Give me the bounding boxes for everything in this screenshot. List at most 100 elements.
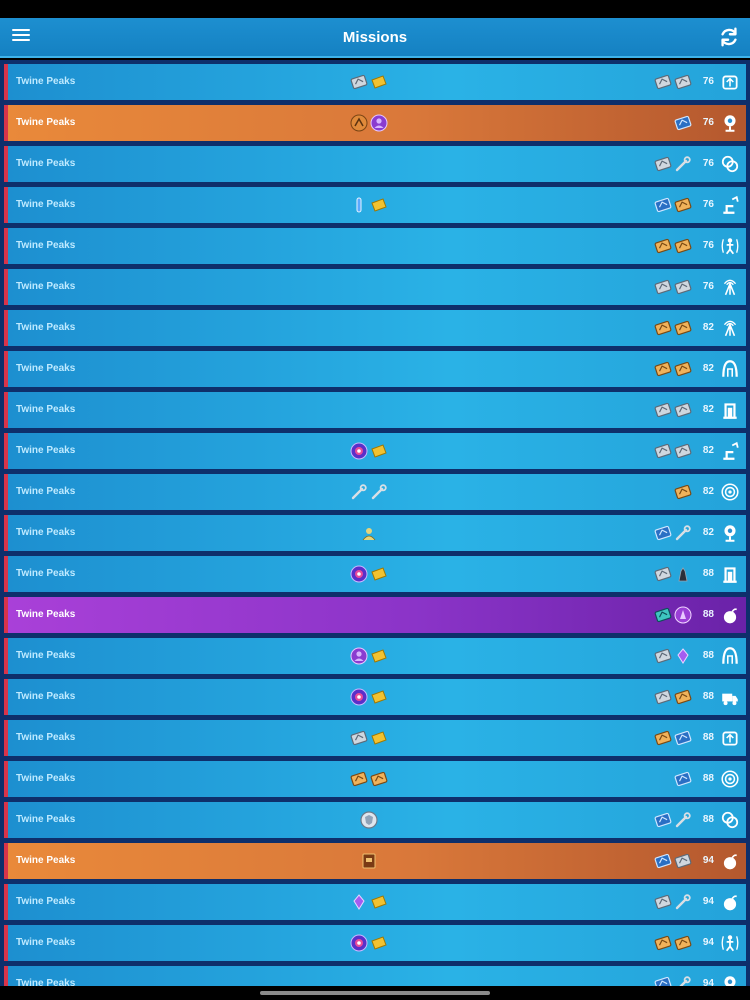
mission-row[interactable]: Twine Peaks 82 xyxy=(4,310,746,346)
refresh-icon[interactable] xyxy=(718,26,740,48)
mission-power-level: 82 xyxy=(702,322,714,333)
crystal-purple-icon xyxy=(353,894,365,910)
gold-bar-icon xyxy=(371,567,387,581)
hero-dark-icon xyxy=(678,567,688,582)
mission-alert-rewards xyxy=(654,606,692,624)
mission-power-level: 76 xyxy=(702,281,714,292)
mission-alert-rewards xyxy=(654,811,692,829)
vial-blue-icon xyxy=(356,197,362,213)
schematic-orange-icon xyxy=(674,197,692,213)
schematic-blue-icon xyxy=(654,976,672,986)
wrench-icon xyxy=(675,156,691,172)
mission-zone-label: Twine Peaks xyxy=(16,609,76,620)
mission-power-level: 82 xyxy=(702,486,714,497)
mission-alert-rewards xyxy=(654,729,692,747)
wrench-icon xyxy=(675,525,691,541)
mission-zone-label: Twine Peaks xyxy=(16,814,76,825)
repair-icon xyxy=(723,441,739,460)
mission-row[interactable]: Twine Peaks 94 xyxy=(4,966,746,986)
mission-power-level: 88 xyxy=(702,650,714,661)
mission-row[interactable]: Twine Peaks 88 xyxy=(4,720,746,756)
schematic-orange-icon xyxy=(674,320,692,336)
schematic-orange-icon xyxy=(654,320,672,336)
mission-alert-rewards xyxy=(654,524,692,542)
mission-row[interactable]: Twine Peaks 94 xyxy=(4,925,746,961)
bomb-icon xyxy=(723,854,738,870)
mission-row[interactable]: Twine Peaks 94 xyxy=(4,884,746,920)
mission-row[interactable]: Twine Peaks 76 xyxy=(4,146,746,182)
mission-row[interactable]: Twine Peaks 76 xyxy=(4,105,746,141)
schematic-gray-icon xyxy=(654,156,672,172)
mission-row[interactable]: Twine Peaks 88 xyxy=(4,638,746,674)
survivor-gold-icon xyxy=(362,528,376,541)
mission-zone-label: Twine Peaks xyxy=(16,896,76,907)
mission-power-level: 88 xyxy=(702,691,714,702)
mission-row[interactable]: Twine Peaks 82 xyxy=(4,392,746,428)
mission-row[interactable]: Twine Peaks 82 xyxy=(4,474,746,510)
mission-list[interactable]: Twine Peaks 76 Twine Peaks 76 Twine Peaks … xyxy=(0,60,750,986)
gold-bar-icon xyxy=(371,75,387,89)
schematic-gray-icon xyxy=(674,402,692,418)
schematic-gray-icon xyxy=(350,74,368,90)
mission-zone-label: Twine Peaks xyxy=(16,76,76,87)
schematic-teal-icon xyxy=(654,607,672,623)
schematic-orange-icon xyxy=(654,730,672,746)
mission-row[interactable]: Twine Peaks 76 xyxy=(4,64,746,100)
wrench-icon xyxy=(351,484,367,500)
schematic-gray-icon xyxy=(654,648,672,664)
mission-zone-label: Twine Peaks xyxy=(16,937,76,948)
mission-row[interactable]: Twine Peaks 76 xyxy=(4,187,746,223)
mission-alert-rewards xyxy=(654,237,692,255)
mission-row[interactable]: Twine Peaks 82 xyxy=(4,433,746,469)
top-bar: Missions xyxy=(0,18,750,58)
page-title: Missions xyxy=(342,28,408,46)
home-indicator[interactable] xyxy=(260,991,490,995)
mission-alert-rewards xyxy=(654,73,692,91)
mission-rewards xyxy=(360,524,378,542)
mission-zone-label: Twine Peaks xyxy=(16,773,76,784)
gold-bar-icon xyxy=(371,198,387,212)
survivor-icon xyxy=(721,238,739,255)
mission-zone-label: Twine Peaks xyxy=(16,281,76,292)
mission-row[interactable]: Twine Peaks 88 xyxy=(4,802,746,838)
mission-row[interactable]: Twine Peaks 82 xyxy=(4,515,746,551)
schematic-gray-icon xyxy=(350,730,368,746)
mission-rewards xyxy=(360,811,378,829)
schematic-gray-icon xyxy=(654,689,672,705)
truck-icon xyxy=(722,693,738,706)
mission-power-level: 82 xyxy=(702,363,714,374)
shield-token-icon xyxy=(360,811,378,829)
mission-row[interactable]: Twine Peaks 88 xyxy=(4,679,746,715)
mission-row[interactable]: Twine Peaks 88 xyxy=(4,761,746,797)
mission-power-level: 88 xyxy=(702,568,714,579)
repair-icon xyxy=(723,195,739,214)
rescue-icon xyxy=(721,155,739,173)
menu-icon-line xyxy=(12,34,30,36)
mission-zone-label: Twine Peaks xyxy=(16,445,76,456)
mission-row[interactable]: Twine Peaks 94 xyxy=(4,843,746,879)
mission-row[interactable]: Twine Peaks 82 xyxy=(4,351,746,387)
menu-button[interactable] xyxy=(12,29,30,45)
mission-rewards xyxy=(350,647,388,665)
storm-icon xyxy=(721,483,739,501)
schematic-gray-icon xyxy=(654,894,672,910)
mission-alert-rewards xyxy=(654,155,692,173)
mission-row[interactable]: Twine Peaks 76 xyxy=(4,228,746,264)
survivor-icon xyxy=(721,935,739,952)
mission-row[interactable]: Twine Peaks 76 xyxy=(4,269,746,305)
shelter-icon xyxy=(722,360,738,377)
mission-alert-rewards xyxy=(654,196,692,214)
eliminate-icon xyxy=(724,525,736,542)
eliminate-icon xyxy=(724,976,736,986)
gold-bar-icon xyxy=(371,895,387,909)
gold-bar-icon xyxy=(371,731,387,745)
mission-power-level: 82 xyxy=(702,445,714,456)
mission-zone-label: Twine Peaks xyxy=(16,158,76,169)
mission-row[interactable]: Twine Peaks 88 xyxy=(4,597,746,633)
mission-power-level: 76 xyxy=(702,117,714,128)
mission-row[interactable]: Twine Peaks 88 xyxy=(4,556,746,592)
vbucks-orb-icon xyxy=(350,688,368,706)
survivor-purple-icon xyxy=(350,647,368,665)
schematic-orange-icon xyxy=(674,361,692,377)
mission-alert-rewards xyxy=(654,565,692,583)
